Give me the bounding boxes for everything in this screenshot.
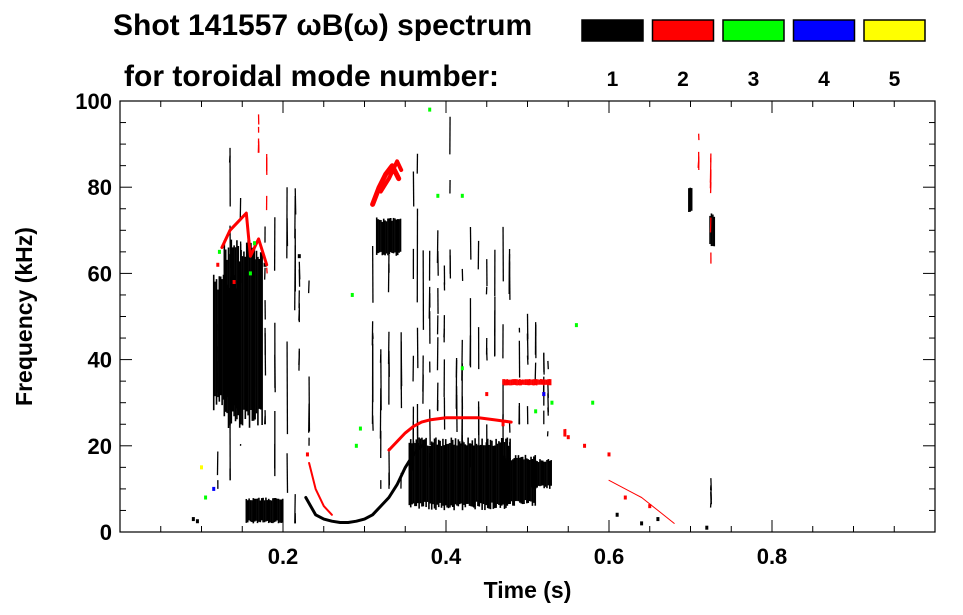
point-mode-3 (534, 409, 538, 414)
point-mode-2 (607, 452, 611, 457)
ridge-mode-2 (308, 462, 333, 516)
point-mode-3 (428, 107, 432, 112)
series-mode-5 (200, 465, 203, 470)
legend-label-mode-4: 4 (818, 68, 830, 91)
point-mode-2 (583, 443, 587, 448)
point-mode-3 (204, 495, 208, 500)
point-mode-1 (656, 517, 660, 522)
legend-label-mode-3: 3 (748, 68, 760, 91)
point-mode-2 (566, 435, 570, 440)
region-mode-2 (502, 379, 552, 386)
ridge-mode-1 (304, 444, 424, 524)
point-mode-2 (501, 422, 505, 427)
legend-swatch-mode-5 (863, 19, 926, 42)
point-mode-3 (354, 443, 358, 448)
legend-label-mode-1: 1 (607, 68, 619, 91)
series-mode-4 (212, 392, 546, 491)
point-mode-3 (436, 193, 440, 198)
point-mode-2 (485, 392, 489, 397)
y-tick-label: 0 (100, 520, 112, 545)
point-mode-2 (216, 262, 220, 267)
region-mode-1 (688, 187, 693, 213)
region-mode-1 (408, 437, 511, 511)
plot-area: 0 20 40 60 80 100 0.2 0.4 0.6 0.8 (75, 89, 936, 569)
point-mode-3 (460, 366, 464, 371)
y-tick-label: 100 (75, 89, 112, 114)
region-mode-1 (375, 217, 402, 256)
y-tick-label: 60 (88, 261, 112, 286)
point-mode-3 (252, 241, 256, 246)
series-mode-1 (191, 116, 716, 530)
legend-label-mode-5: 5 (889, 68, 901, 91)
point-mode-3 (248, 271, 252, 276)
point-mode-1 (195, 519, 199, 524)
point-mode-4 (542, 392, 546, 397)
y-axis-title: Frequency (kHz) (11, 227, 37, 406)
point-mode-3 (591, 400, 595, 405)
region-mode-1 (245, 497, 284, 524)
point-mode-3 (550, 400, 554, 405)
ridge-mode-2 (387, 416, 513, 452)
point-mode-1 (263, 262, 267, 267)
point-mode-1 (705, 525, 709, 530)
region-mode-2 (563, 428, 567, 437)
y-tick-label: 80 (88, 175, 112, 200)
y-tick-label: 40 (88, 348, 112, 373)
x-tick-label: 0.8 (757, 544, 788, 569)
point-mode-4 (212, 486, 216, 491)
chart-title-line2: for toroidal mode number: (124, 60, 499, 93)
point-mode-3 (574, 323, 578, 328)
region-mode-1 (530, 459, 552, 489)
y-tick-label: 20 (88, 434, 112, 459)
point-mode-1 (615, 512, 619, 517)
point-mode-1 (191, 517, 195, 522)
region-mode-1 (502, 454, 537, 506)
data-layer (191, 107, 716, 530)
x-tick-label: 0.2 (268, 544, 299, 569)
legend-swatch-mode-1 (581, 19, 644, 42)
series-mode-3 (204, 107, 595, 500)
x-tick-label: 0.4 (431, 544, 462, 569)
point-mode-3 (350, 292, 354, 297)
ridge-mode-2 (220, 211, 269, 267)
point-mode-3 (217, 249, 221, 254)
point-mode-2 (305, 452, 309, 457)
legend-label-mode-2: 2 (677, 68, 689, 91)
point-mode-2 (232, 280, 236, 285)
legend-swatch-mode-4 (792, 19, 856, 42)
point-mode-2 (648, 504, 652, 509)
legend: 1 2 3 4 5 (581, 19, 926, 91)
point-mode-1 (297, 254, 301, 259)
series-mode-2 (216, 114, 712, 524)
axis-ticks: 0 20 40 60 80 100 0.2 0.4 0.6 0.8 (75, 89, 935, 569)
chart-title-line1: Shot 141557 ωB(ω) spectrum (113, 9, 532, 42)
point-mode-3 (460, 193, 464, 198)
legend-swatch-mode-3 (722, 19, 785, 42)
ridge-mode-2 (378, 159, 404, 194)
x-tick-label: 0.6 (594, 544, 625, 569)
point-mode-2 (623, 495, 627, 500)
point-mode-3 (358, 426, 362, 431)
legend-swatch-mode-2 (651, 19, 715, 42)
ridge-mode-2 (608, 479, 675, 524)
point-mode-5 (200, 465, 203, 470)
point-mode-1 (640, 521, 644, 526)
x-axis-title: Time (s) (484, 577, 572, 603)
